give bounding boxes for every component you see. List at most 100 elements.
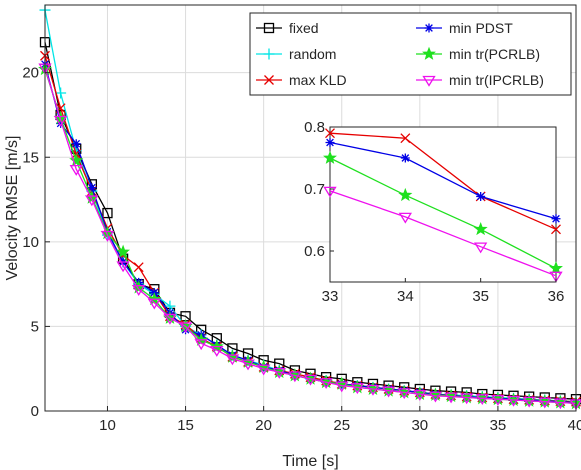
- data-point-min-tr-ipcrlb: [194, 339, 208, 351]
- legend-marker: [263, 48, 275, 60]
- y-axis-label: Velocity RMSE [m/s]: [4, 136, 21, 281]
- data-point-min-tr-ipcrlb: [178, 322, 193, 334]
- data-point-min-tr-ipcrlb: [163, 313, 177, 325]
- legend-label: max KLD: [289, 72, 347, 88]
- data-point-min-tr-ipcrlb: [491, 395, 505, 406]
- data-point-min-tr-ipcrlb: [460, 393, 474, 405]
- legend-marker: [422, 75, 436, 87]
- inset-line-min-pdst: [329, 141, 557, 220]
- data-point-min-tr-ipcrlb: [381, 386, 396, 398]
- inset-x-tick-label: 35: [472, 288, 489, 305]
- y-tick-label: 5: [31, 318, 39, 335]
- legend-marker: [424, 23, 434, 33]
- data-point-min-tr-ipcrlb: [538, 397, 552, 409]
- data-point-min-tr-ipcrlb: [397, 388, 411, 400]
- legend-label: min PDST: [449, 20, 513, 36]
- inset-point-max-kld: [551, 224, 561, 235]
- legend-marker: [263, 22, 275, 34]
- y-tick-label: 0: [31, 403, 39, 420]
- data-point-min-tr-ipcrlb: [553, 398, 568, 410]
- x-tick-label: 10: [99, 417, 116, 434]
- legend-item: min PDST: [416, 20, 513, 36]
- legend-label: random: [289, 46, 336, 62]
- data-point-min-tr-ipcrlb: [319, 378, 333, 389]
- inset-point-min-tr-ipcrlb: [398, 212, 412, 224]
- x-tick-label: 25: [333, 417, 350, 434]
- inset-series-min-tr-pcrlb: [323, 150, 563, 275]
- data-point-min-tr-ipcrlb: [428, 391, 443, 403]
- data-point-min-pdst: [87, 183, 97, 193]
- legend-label: min tr(PCRLB): [449, 46, 540, 62]
- data-point-min-tr-pcrlb: [116, 244, 131, 258]
- inset-x-tick-label: 36: [548, 288, 565, 305]
- inset-frame: [329, 126, 557, 283]
- inset-x-tick-label: 33: [322, 288, 339, 305]
- data-point-min-tr-ipcrlb: [69, 164, 83, 176]
- data-point-min-tr-ipcrlb: [147, 298, 161, 310]
- data-point-max-kld: [133, 262, 144, 273]
- series-line-min-tr-ipcrlb: [44, 67, 577, 405]
- inset-line-min-tr-pcrlb: [329, 157, 557, 269]
- legend-item: min tr(PCRLB): [416, 46, 540, 62]
- data-point-min-tr-ipcrlb: [53, 115, 68, 127]
- legend-item: min tr(IPCRLB): [416, 72, 544, 88]
- legend-item: max KLD: [256, 72, 347, 88]
- data-point-min-tr-ipcrlb: [116, 261, 130, 273]
- series-min-tr-ipcrlb: [38, 63, 581, 411]
- data-point-min-tr-ipcrlb: [335, 381, 349, 393]
- legend-label: min tr(IPCRLB): [449, 72, 544, 88]
- inset-y-tick-label: 0.8: [304, 119, 325, 136]
- inset-line-max-kld: [329, 132, 557, 230]
- data-point-fixed: [102, 207, 113, 219]
- main-series-group: [38, 4, 581, 411]
- inset-point-min-tr-ipcrlb: [474, 242, 488, 254]
- y-tick-label: 20: [22, 65, 39, 82]
- x-axis-label: Time [s]: [282, 453, 338, 470]
- y-tick-label: 10: [22, 234, 39, 251]
- main-axis-ticks: 10 15 20 25 30 35 40 0 5 10 15 20: [22, 65, 581, 434]
- data-point-min-pdst: [56, 118, 66, 128]
- x-tick-label: 30: [411, 417, 428, 434]
- inset-point-min-pdst: [325, 138, 335, 147]
- data-point-random: [55, 87, 67, 99]
- inset-point-min-tr-pcrlb: [398, 187, 413, 202]
- inset-point-max-kld: [400, 133, 411, 144]
- data-point-min-tr-ipcrlb: [522, 396, 536, 408]
- legend-label: fixed: [289, 20, 319, 36]
- x-tick-label: 35: [490, 417, 507, 434]
- data-point-min-tr-ipcrlb: [303, 374, 318, 386]
- inset-point-min-tr-pcrlb: [473, 221, 488, 236]
- inset-point-min-tr-pcrlb: [323, 150, 337, 164]
- inset-point-min-tr-ipcrlb: [323, 186, 337, 198]
- data-point-min-pdst: [181, 325, 191, 335]
- data-point-min-pdst: [71, 139, 81, 149]
- data-point-min-tr-ipcrlb: [288, 371, 302, 383]
- inset-line-min-tr-ipcrlb: [329, 190, 557, 277]
- inset-series-min-tr-ipcrlb: [323, 186, 563, 283]
- inset-series-min-pdst: [325, 138, 561, 224]
- inset-zoom-plot: 33 34 35 36 0.6 0.7 0.8: [304, 119, 564, 305]
- x-tick-label: 40: [568, 417, 581, 434]
- data-point-min-tr-pcrlb: [444, 388, 459, 403]
- inset-y-tick-label: 0.7: [304, 181, 325, 198]
- data-point-min-tr-ipcrlb: [100, 230, 115, 242]
- inset-point-max-kld: [325, 128, 335, 139]
- inset-point-min-pdst: [476, 191, 486, 201]
- data-point-min-tr-ipcrlb: [85, 195, 99, 207]
- data-point-min-tr-ipcrlb: [272, 367, 286, 379]
- data-point-min-tr-ipcrlb: [366, 384, 380, 396]
- legend-item: random: [256, 46, 336, 62]
- data-point-min-tr-pcrlb: [428, 387, 443, 401]
- data-point-min-tr-ipcrlb: [256, 364, 271, 376]
- data-point-min-tr-ipcrlb: [241, 359, 255, 371]
- legend-marker: [264, 75, 274, 85]
- data-point-min-tr-ipcrlb: [413, 389, 427, 401]
- data-point-min-tr-ipcrlb: [132, 285, 146, 296]
- data-point-min-tr-ipcrlb: [444, 392, 458, 404]
- inset-point-min-pdst: [551, 214, 561, 224]
- x-tick-label: 15: [177, 417, 194, 434]
- inset-point-min-pdst: [400, 153, 410, 163]
- legend: fixed random max KLD min PDST min tr(PCRLB) m…: [249, 12, 572, 96]
- data-point-min-tr-ipcrlb: [210, 345, 224, 357]
- data-point-min-tr-ipcrlb: [350, 383, 365, 395]
